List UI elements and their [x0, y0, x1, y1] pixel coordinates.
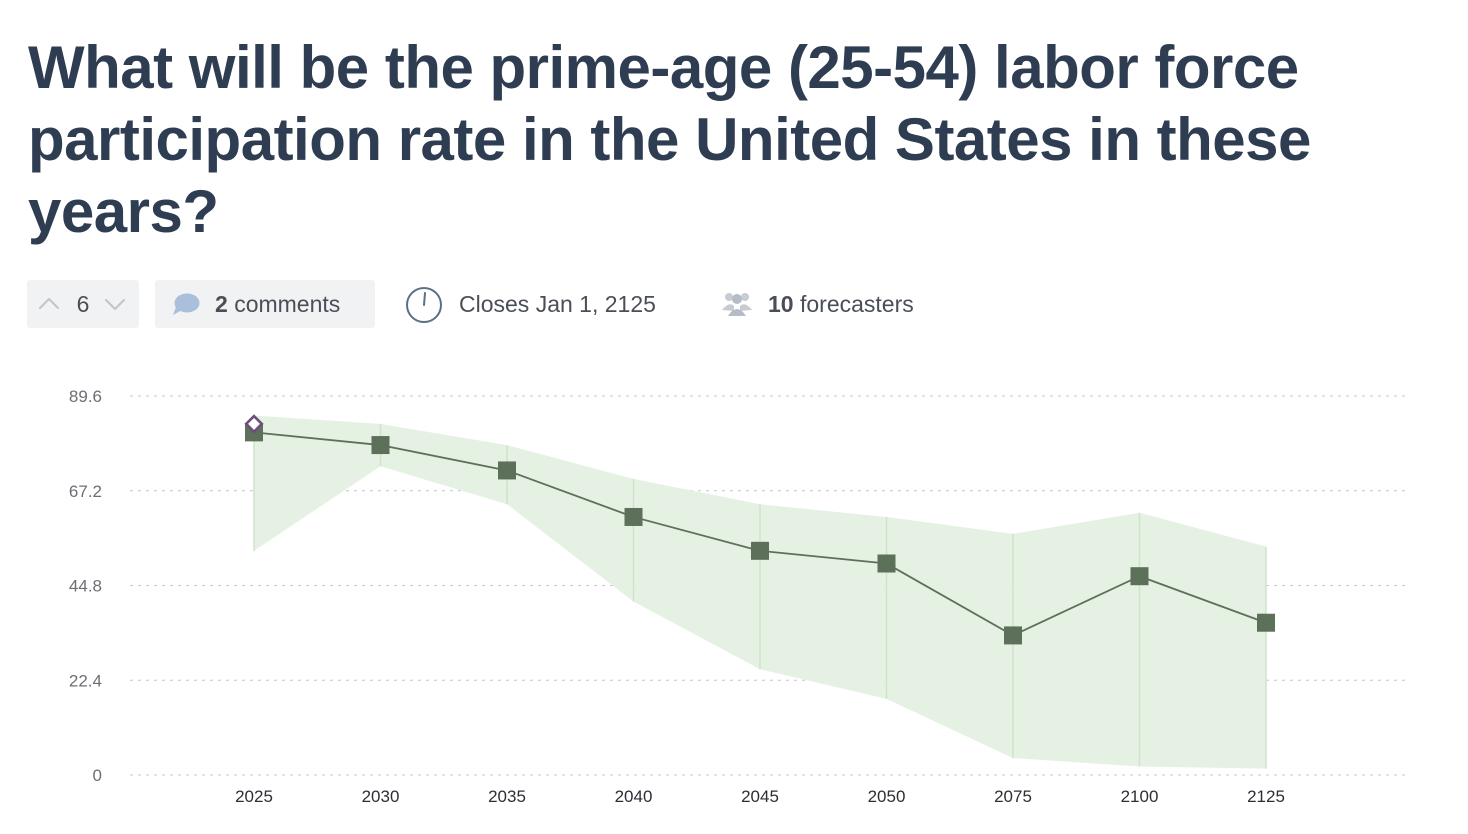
x-axis-ticks: 2025 2030 2035 2040 2045 2050 2075 2100 2125: [235, 787, 1285, 806]
x-tick-label: 2075: [994, 787, 1032, 806]
x-tick-label: 2045: [741, 787, 779, 806]
question-title: What will be the prime-age (25-54) labor…: [28, 34, 1311, 245]
y-tick-label: 44.8: [69, 577, 102, 596]
median-point: [751, 541, 769, 560]
people-icon: [722, 293, 752, 316]
x-tick-label: 2050: [868, 787, 906, 806]
median-point: [1004, 626, 1022, 645]
comments-label: 2 comments: [215, 291, 340, 318]
chevron-up-icon[interactable]: [37, 292, 61, 316]
x-tick-label: 2100: [1121, 787, 1159, 806]
clock-icon: [406, 287, 442, 323]
median-point: [1257, 613, 1275, 632]
comments-word: comments: [234, 291, 341, 317]
comments-button[interactable]: 2 comments: [155, 280, 375, 328]
question-meta-bar: 6 2 comments Closes Jan 1, 2125 10 forec…: [27, 280, 1427, 328]
x-tick-label: 2025: [235, 787, 273, 806]
median-markers: [245, 423, 1275, 645]
y-tick-label: 22.4: [69, 671, 102, 690]
close-date-label: Closes Jan 1, 2125: [459, 291, 656, 317]
community-prediction-diamond: [244, 414, 264, 434]
y-tick-label: 67.2: [69, 482, 102, 501]
median-point: [877, 554, 896, 573]
median-point: [1130, 567, 1149, 586]
community-marker[interactable]: [244, 414, 264, 434]
forecast-chart: 022.444.867.289.6 2025 2030 2035 2040 2045 20…: [69, 387, 1408, 806]
x-tick-label: 2035: [488, 787, 526, 806]
comments-count: 2: [215, 291, 228, 317]
median-point: [498, 461, 516, 480]
y-tick-label: 0: [93, 766, 102, 785]
vote-count: 6: [76, 291, 90, 317]
speech-bubble-icon: [173, 293, 200, 315]
x-tick-label: 2030: [362, 787, 400, 806]
x-tick-label: 2125: [1247, 787, 1285, 806]
forecasters-number: 10: [768, 291, 794, 317]
y-tick-label: 89.6: [69, 387, 102, 406]
vote-widget: 6: [27, 280, 139, 328]
median-point: [371, 436, 390, 455]
median-point: [624, 507, 643, 526]
chevron-down-icon[interactable]: [103, 292, 127, 316]
x-tick-label: 2040: [615, 787, 653, 806]
forecasters-label: 10 forecasters: [768, 291, 914, 318]
category-lines: [253, 415, 1267, 769]
y-axis-ticks: 0 22.4 44.8 67.2 89.6: [69, 387, 102, 785]
forecasters-word: forecasters: [799, 291, 914, 317]
